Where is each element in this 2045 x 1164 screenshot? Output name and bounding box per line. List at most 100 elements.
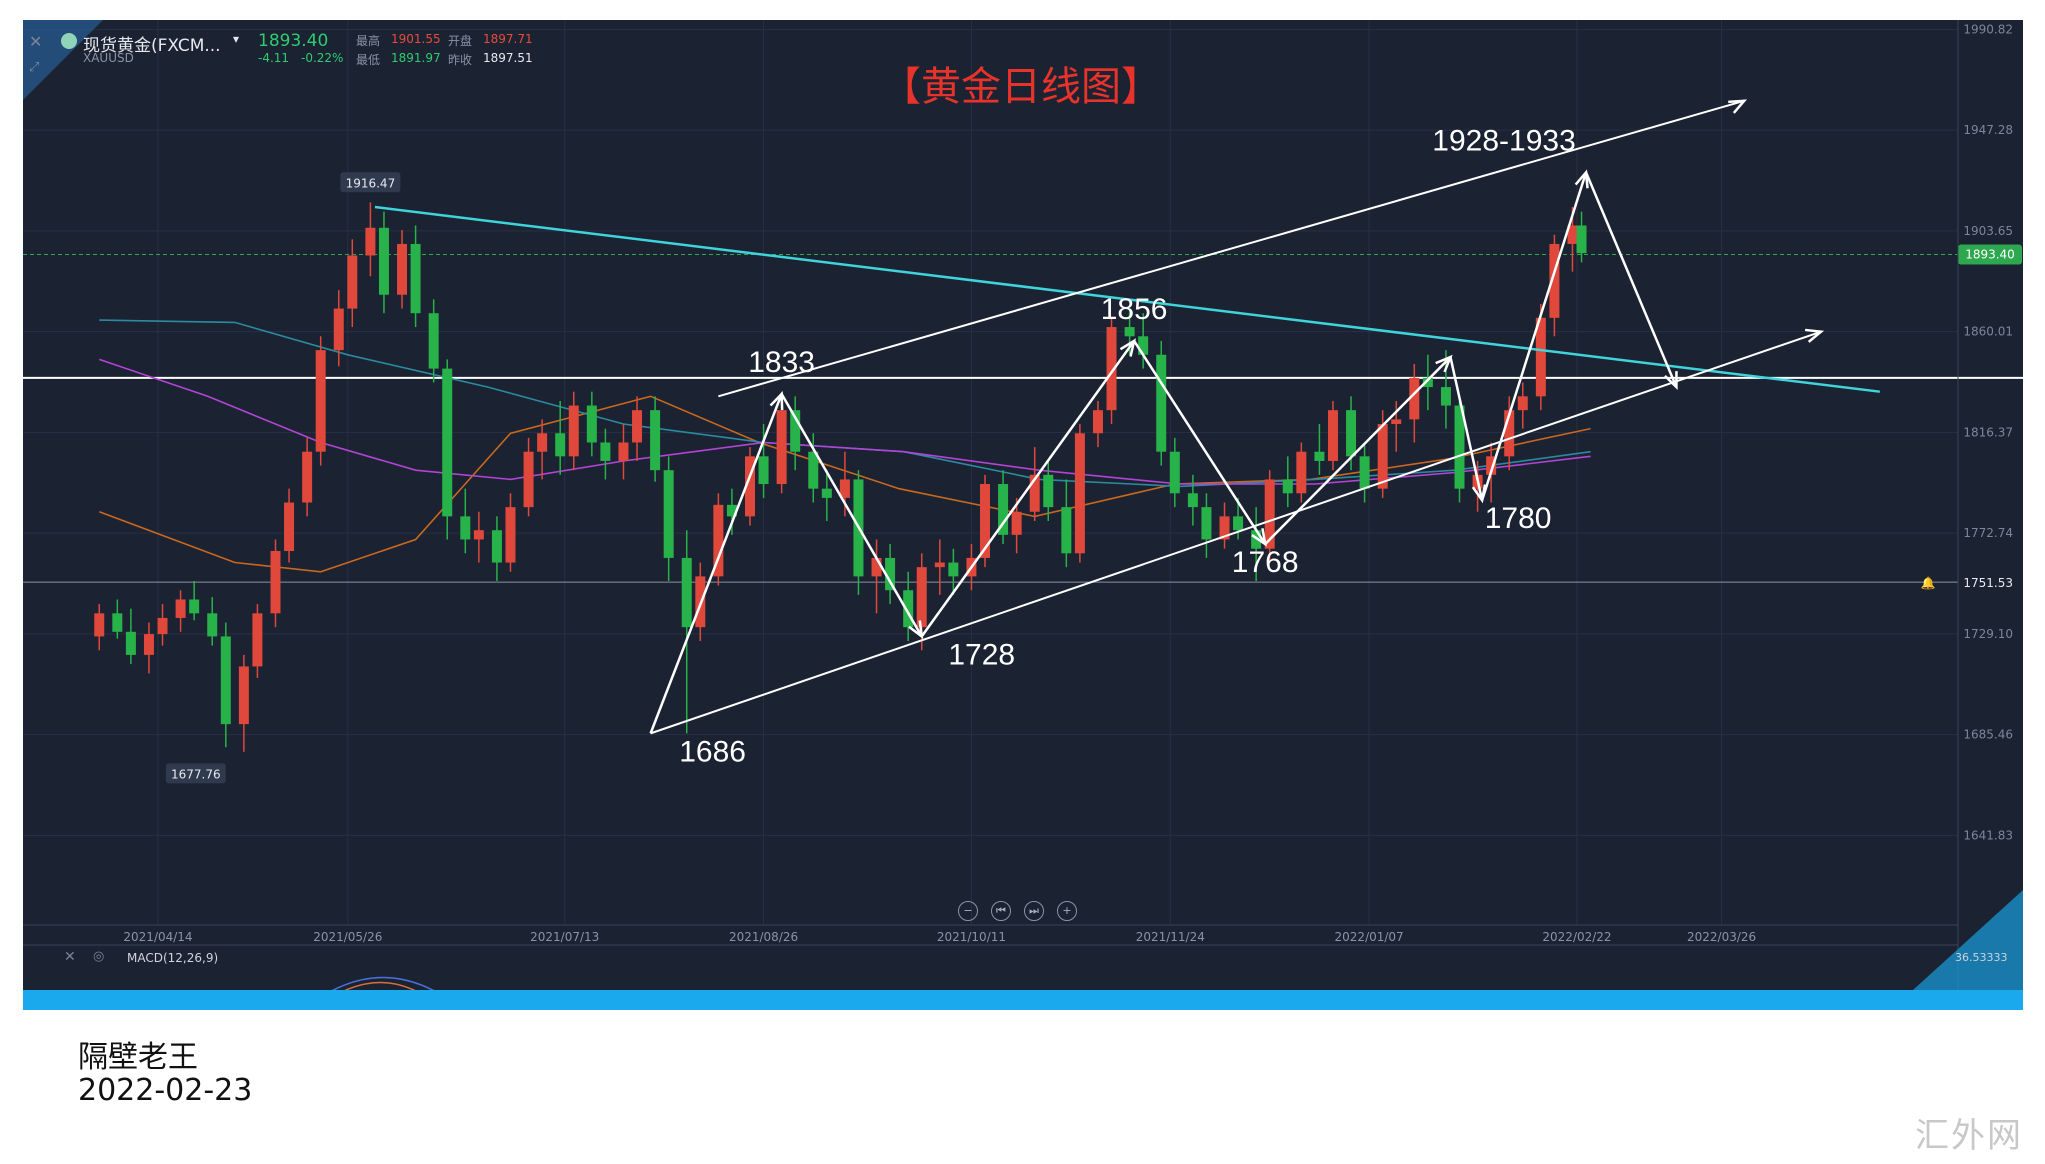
high-tag-bg xyxy=(340,172,401,193)
zoom-in-icon[interactable]: + xyxy=(1057,901,1077,921)
y-tick-label: 1641.83 xyxy=(1963,828,2013,842)
x-tick-label: 2021/05/26 xyxy=(313,930,382,944)
candle-body xyxy=(315,350,326,452)
close-icon[interactable]: ✕ xyxy=(29,32,43,51)
candle-body xyxy=(1486,456,1497,475)
grid xyxy=(23,20,1958,925)
y-tick-label: 1903.65 xyxy=(1963,224,2013,238)
candle-body xyxy=(1251,530,1262,549)
skip-back-icon[interactable]: ⏮ xyxy=(991,901,1011,921)
candle-body xyxy=(523,451,534,508)
candle-body xyxy=(1219,516,1230,540)
candle-body xyxy=(1106,327,1117,411)
zigzag-arrow xyxy=(1264,356,1452,545)
x-tick-label: 2022/02/22 xyxy=(1542,930,1611,944)
candle-body xyxy=(1061,507,1072,554)
indicator-settings-icon[interactable]: ◎ xyxy=(93,949,105,964)
candle-body xyxy=(726,504,737,517)
zigzag-arrow xyxy=(780,393,923,638)
y-tick-label: 1947.28 xyxy=(1963,123,2013,137)
level-lines: 🔔 1751.53 1893.40 xyxy=(23,244,2023,590)
candle-body xyxy=(650,410,661,471)
candle-body xyxy=(1346,410,1357,457)
x-tick-label: 2021/10/11 xyxy=(937,930,1006,944)
candle-body xyxy=(1422,377,1433,388)
zigzag-arrow xyxy=(920,340,1136,638)
candle-body xyxy=(903,590,914,628)
candle-body xyxy=(1549,243,1560,318)
candle-body xyxy=(1567,225,1578,244)
candle-body xyxy=(333,308,344,351)
candle-body xyxy=(600,442,611,461)
low-tag: 1677.76 xyxy=(171,767,221,781)
channel-lower-arrow-head xyxy=(1804,328,1825,343)
symbol-logo-icon xyxy=(61,33,77,49)
zigzag-arrow xyxy=(1449,356,1484,501)
candle-body xyxy=(1440,387,1451,406)
zigzag-arrow xyxy=(1133,340,1267,545)
x-tick-label: 2022/01/07 xyxy=(1335,930,1404,944)
trendlines xyxy=(374,99,1880,735)
candle-body xyxy=(1187,493,1198,508)
price-annotation: 1686 xyxy=(679,735,746,768)
author-caption: 隔壁老王 xyxy=(78,1040,198,1075)
candle-body xyxy=(776,410,787,485)
candle-body xyxy=(460,516,471,540)
candle-body xyxy=(713,504,724,577)
candle-body xyxy=(1535,317,1546,397)
bell-icon: 🔔 xyxy=(1921,576,1936,590)
candle-body xyxy=(175,599,186,618)
marker-price-label: 1751.53 xyxy=(1963,576,2013,590)
y-tick-label: 1860.01 xyxy=(1963,325,2013,339)
symbol-name[interactable]: 现货黄金(FXCM... xyxy=(83,36,221,56)
candle-body xyxy=(1029,474,1040,512)
price-change: -4.11 xyxy=(258,51,290,65)
zoom-out-icon[interactable]: − xyxy=(958,901,978,921)
zigzag-arrow xyxy=(1480,171,1588,501)
channel-lower-line xyxy=(650,330,1822,735)
candle-body xyxy=(397,243,408,295)
skip-forward-icon[interactable]: ⏭ xyxy=(1024,901,1044,921)
candle-body xyxy=(1156,354,1167,452)
symbol-dropdown-icon[interactable]: ▾ xyxy=(233,32,240,46)
candle-body xyxy=(473,530,484,540)
candle-body xyxy=(568,405,579,457)
chart-title: 【黄金日线图】 xyxy=(881,64,1161,110)
high-tag: 1916.47 xyxy=(346,176,396,190)
candle-body xyxy=(790,410,801,452)
chart-panel: 🔔 1751.53 1893.40 1686 1728 1768 1780 1833 1856… xyxy=(23,20,2023,1010)
candle-body xyxy=(1092,410,1103,434)
candle-body xyxy=(1074,433,1085,554)
candle-body xyxy=(365,227,376,256)
candle-body xyxy=(1282,479,1293,494)
prev-close-value: 1897.51 xyxy=(483,51,533,65)
candle-body xyxy=(934,562,945,568)
candle-body xyxy=(270,550,281,614)
candle-body xyxy=(1124,327,1135,337)
candle-body xyxy=(284,502,295,551)
candle-body xyxy=(143,634,154,655)
candle-body xyxy=(979,484,990,558)
x-tick-label: 2021/04/14 xyxy=(123,930,192,944)
candle-body xyxy=(871,557,882,577)
price-annotation: 1833 xyxy=(748,346,815,379)
candle-body xyxy=(157,617,168,635)
downtrend-line xyxy=(374,205,1880,393)
candle-body xyxy=(1409,377,1420,420)
low-value: 1891.97 xyxy=(391,51,441,65)
y-tick-label: 1990.82 xyxy=(1963,23,2013,37)
candle-body xyxy=(1169,451,1180,494)
close-indicator-icon[interactable]: ✕ xyxy=(64,949,76,965)
candle-body xyxy=(632,410,643,443)
macd-value: 36.53333 xyxy=(1955,951,2008,964)
low-label: 最低 xyxy=(356,53,381,67)
candle-body xyxy=(821,488,832,498)
bottom-bar xyxy=(23,990,2023,1010)
candle-body xyxy=(1327,410,1338,461)
expand-icon[interactable]: ⤢ xyxy=(29,60,40,75)
y-tick-label: 1685.46 xyxy=(1963,728,2013,742)
candle-body xyxy=(1504,410,1515,457)
candle-body xyxy=(758,456,769,485)
y-tick-label: 1772.74 xyxy=(1963,526,2013,540)
candle-body xyxy=(428,313,439,369)
